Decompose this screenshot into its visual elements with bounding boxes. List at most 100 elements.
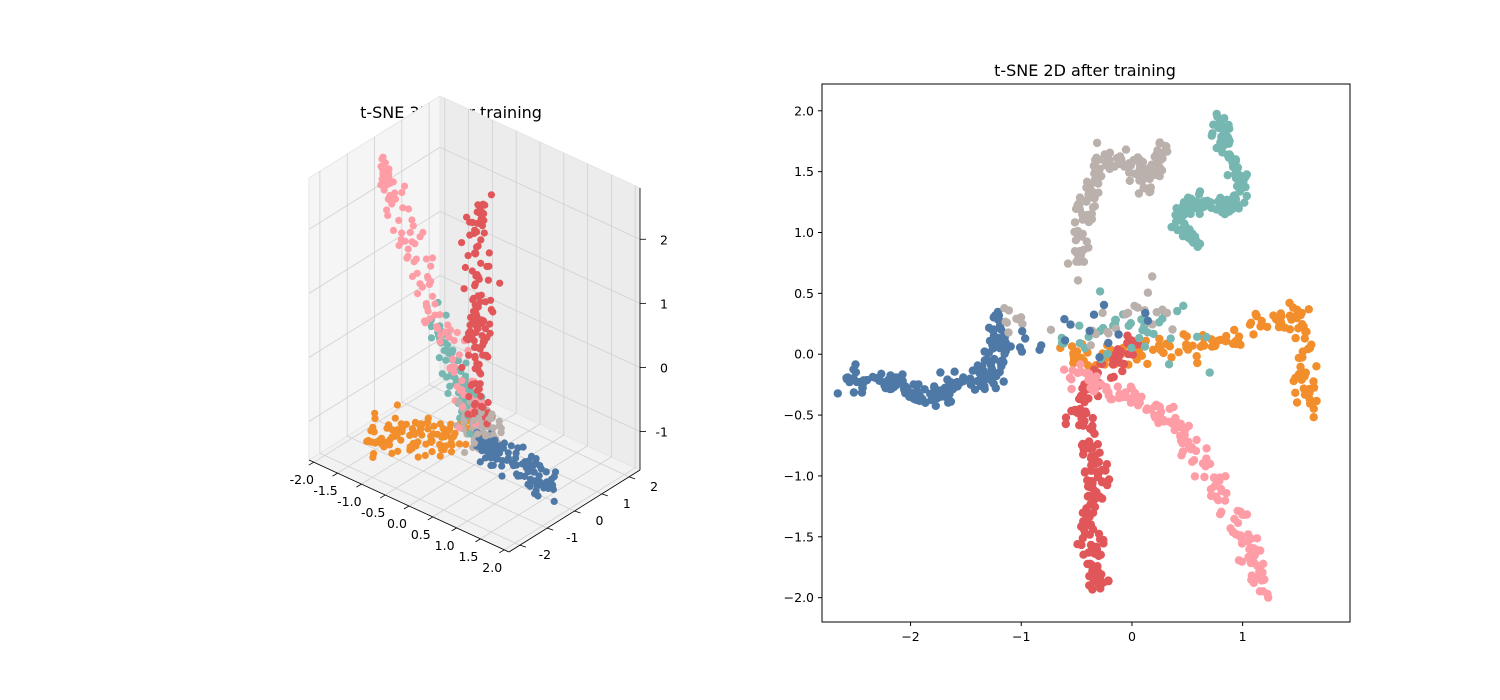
scatter-point-pink xyxy=(1242,510,1252,519)
x3d-tick-mark xyxy=(427,516,434,521)
scatter-point-orange xyxy=(1148,345,1158,354)
x-gridline xyxy=(503,185,636,551)
scatter-point-red xyxy=(1088,565,1097,574)
scatter-point-blue xyxy=(1017,347,1027,356)
scatter-point-pink xyxy=(1131,395,1140,404)
scatter-point-taupe xyxy=(1138,173,1147,182)
3d-point-orange xyxy=(397,436,405,444)
scatter-point-teal xyxy=(1220,133,1230,143)
3d-point-blue xyxy=(487,454,495,462)
3d-point-pink xyxy=(398,188,406,197)
3d-point-teal xyxy=(438,370,446,378)
3d-point-pink xyxy=(384,195,392,203)
3d-point-orange xyxy=(378,434,386,442)
3d-point-red xyxy=(458,239,466,247)
scatter-point-orange xyxy=(1174,348,1183,357)
scatter-point-pink xyxy=(1165,417,1174,426)
scatter-point-taupe xyxy=(1082,237,1092,246)
scatter-point-pink xyxy=(1076,360,1085,369)
scatter-point-pink xyxy=(1248,544,1258,553)
3d-point-red xyxy=(480,229,488,237)
3d-point-red xyxy=(473,387,481,395)
scatter-point-blue xyxy=(931,401,940,411)
scatter-point-taupe xyxy=(1135,159,1145,168)
3d-point-taupe xyxy=(461,448,469,457)
scatter-point-orange xyxy=(1269,311,1278,320)
3d-point-orange xyxy=(386,435,394,444)
z-gridline xyxy=(308,210,641,304)
x-gridline xyxy=(432,153,565,518)
scatter-point-red xyxy=(1118,366,1127,376)
scatter-point-taupe xyxy=(1168,325,1177,334)
scatter-point-teal xyxy=(1234,170,1244,179)
scatter-point-teal xyxy=(1213,197,1223,206)
scatter-point-teal xyxy=(1233,163,1243,172)
x3d-tick-mark xyxy=(451,527,457,532)
scatter-point-taupe xyxy=(1073,276,1083,285)
y3d-tick-mark xyxy=(547,527,554,531)
scatter-point-red xyxy=(1082,520,1091,529)
scatter-point-blue xyxy=(901,382,910,391)
scatter-point-taupe xyxy=(1090,202,1100,211)
scatter-point-pink xyxy=(1177,423,1186,432)
scatter-point-taupe xyxy=(1120,162,1129,171)
3d-point-pink xyxy=(450,337,458,345)
scatter-point-taupe xyxy=(1121,145,1131,154)
scatter-point-teal xyxy=(1126,319,1136,328)
3d-point-red xyxy=(471,408,479,416)
3d-point-pink xyxy=(422,255,430,263)
scatter-point-orange xyxy=(1276,318,1286,327)
3d-point-blue xyxy=(533,476,541,485)
x3d-tick-label: -1.5 xyxy=(313,483,337,498)
3d-point-red xyxy=(487,306,495,314)
3d-point-red xyxy=(464,410,472,418)
scatter-point-pink xyxy=(1188,457,1197,466)
3d-point-blue xyxy=(519,443,527,451)
3d-point-blue xyxy=(524,480,532,488)
scatter-point-taupe xyxy=(1071,204,1081,214)
scatter-point-orange xyxy=(1155,334,1164,344)
3d-point-orange xyxy=(384,421,393,429)
scatter-point-blue xyxy=(930,391,939,400)
scatter-point-taupe xyxy=(1094,188,1103,197)
scatter-point-taupe xyxy=(1018,319,1027,329)
3d-point-pink xyxy=(446,365,454,373)
y-tick-label: 0.5 xyxy=(794,286,814,301)
scatter-point-blue xyxy=(877,369,886,378)
scatter-point-blue xyxy=(1000,349,1009,359)
3d-point-orange xyxy=(448,441,456,449)
x-tick-label: −1 xyxy=(1012,629,1030,644)
scatter-point-pink xyxy=(1259,559,1268,568)
scatter-point-taupe xyxy=(1070,218,1080,227)
3d-point-orange xyxy=(393,401,401,409)
scatter-point-orange xyxy=(1276,309,1286,318)
3d-point-pink xyxy=(423,303,431,311)
scatter-point-taupe xyxy=(1115,152,1125,161)
scatter-point-pink xyxy=(1220,496,1230,505)
scatter-point-orange xyxy=(1249,330,1258,339)
3d-point-pink xyxy=(414,290,422,298)
3d-point-orange xyxy=(393,431,401,439)
3d-point-blue xyxy=(550,497,558,505)
3d-point-orange xyxy=(424,425,432,433)
scatter-point-pink xyxy=(1118,392,1128,402)
scatter-point-pink xyxy=(1214,496,1223,505)
scatter-point-blue xyxy=(892,379,902,389)
scatter-point-orange xyxy=(1285,298,1294,308)
3d-point-orange xyxy=(430,422,438,430)
3d-point-red xyxy=(478,222,486,230)
scatter-point-orange xyxy=(1193,358,1202,368)
3d-point-orange xyxy=(369,453,377,461)
scatter-point-orange xyxy=(1300,334,1310,343)
scatter-point-blue xyxy=(921,398,930,407)
3d-point-pink xyxy=(421,319,429,327)
3d-point-red xyxy=(465,393,473,401)
scatter-point-blue xyxy=(1085,326,1094,336)
scatter-point-teal xyxy=(1223,171,1232,180)
x3d-tick-mark xyxy=(379,494,386,499)
x-gridline xyxy=(408,142,541,507)
scatter-point-pink xyxy=(1067,384,1076,394)
3d-point-blue xyxy=(526,465,534,473)
scatter-point-taupe xyxy=(1075,247,1085,256)
3d-point-pink xyxy=(423,272,432,281)
